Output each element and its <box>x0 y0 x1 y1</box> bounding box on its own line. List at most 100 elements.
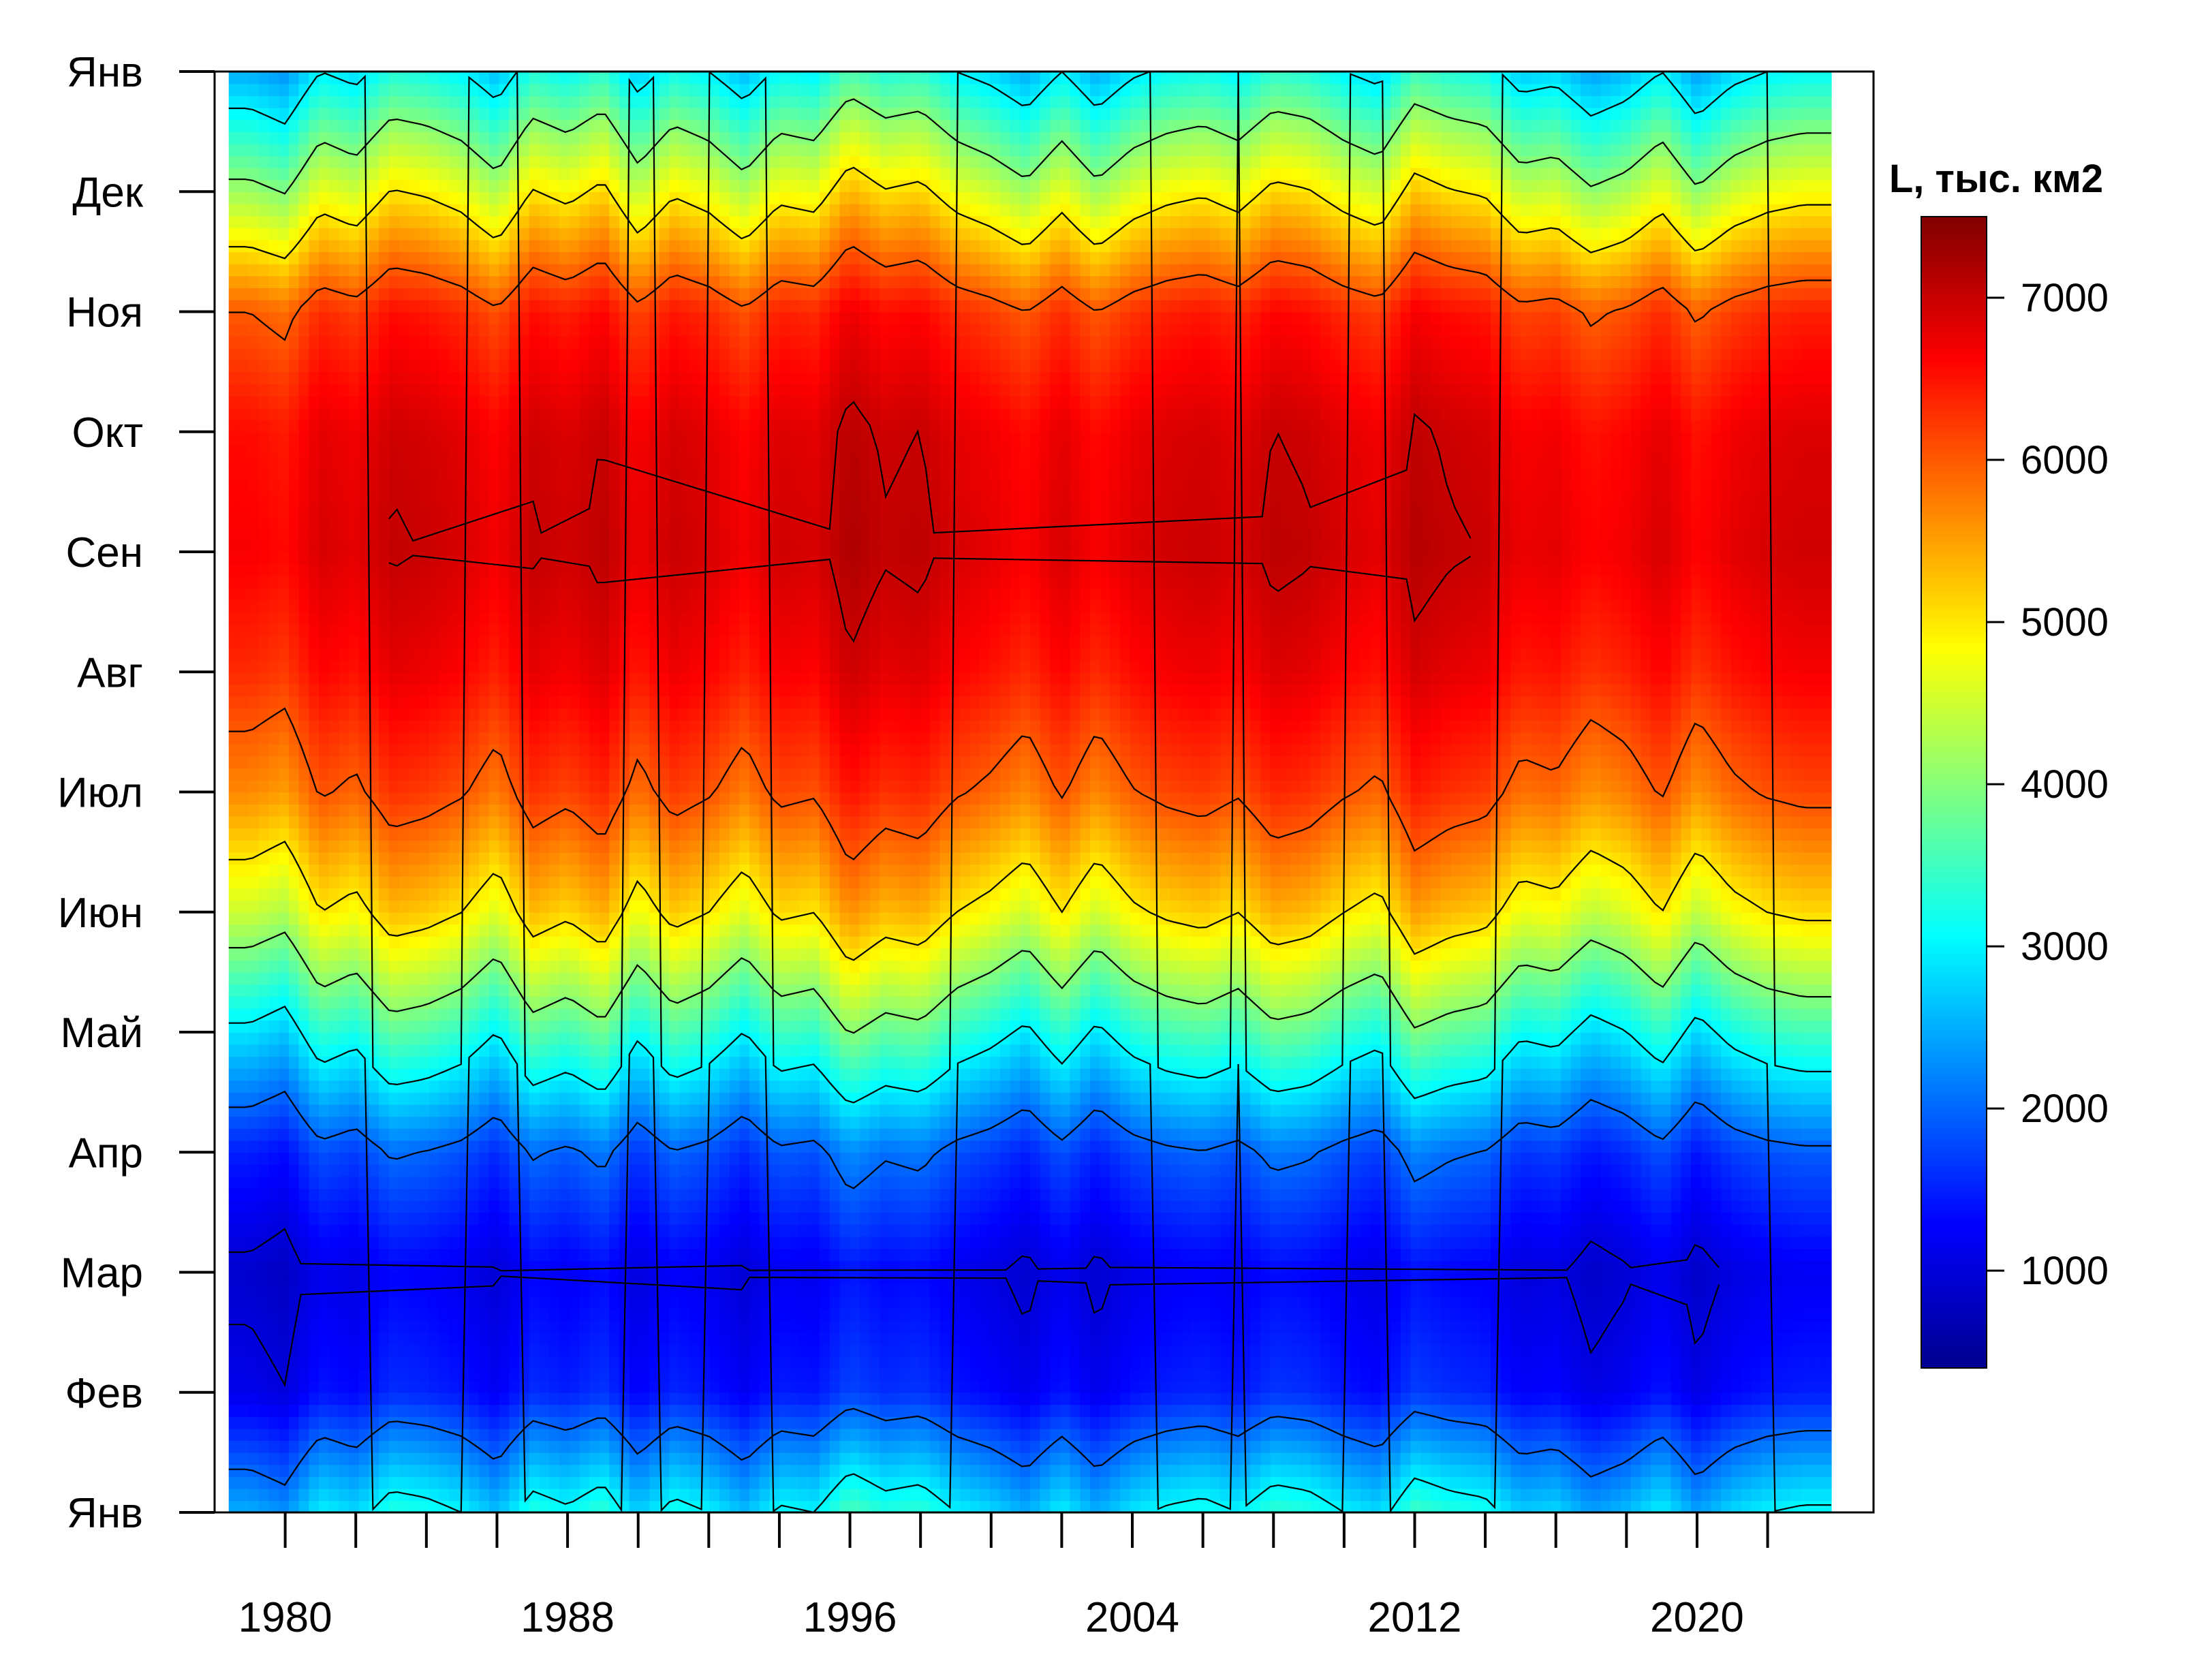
heatmap-cell <box>719 1200 730 1213</box>
heatmap-cell <box>669 1236 681 1249</box>
heatmap-cell <box>589 1320 600 1333</box>
heatmap-cell <box>839 1284 850 1297</box>
heatmap-cell <box>369 1500 380 1512</box>
heatmap-cell <box>519 1308 530 1321</box>
heatmap-cell <box>349 1212 360 1225</box>
heatmap-cell <box>1040 1212 1051 1225</box>
heatmap-cell <box>999 1428 1011 1442</box>
heatmap-cell <box>1440 1356 1451 1369</box>
heatmap-cell <box>479 1152 490 1165</box>
heatmap-cell <box>279 1200 290 1213</box>
heatmap-cell <box>759 1428 771 1442</box>
heatmap-cell <box>1560 1416 1572 1429</box>
heatmap-cell <box>739 1440 750 1453</box>
heatmap-cell <box>939 1476 950 1489</box>
heatmap-cell <box>889 1212 901 1225</box>
heatmap-cell <box>1811 1440 1822 1453</box>
heatmap-cell <box>1110 1260 1121 1273</box>
heatmap-cell <box>989 1488 1001 1502</box>
heatmap-cell <box>1280 1464 1291 1477</box>
heatmap-cell <box>1460 1440 1472 1453</box>
heatmap-cell <box>989 1404 1001 1417</box>
heatmap-cell <box>1120 1284 1131 1297</box>
heatmap-cell <box>899 1296 911 1309</box>
heatmap-cell <box>1110 1296 1121 1309</box>
heatmap-cell <box>579 1452 590 1465</box>
heatmap-cell <box>1120 1140 1131 1153</box>
heatmap-cell <box>1260 1440 1271 1453</box>
heatmap-cell <box>689 1356 700 1369</box>
heatmap-cell <box>1250 1488 1261 1502</box>
heatmap-cell <box>779 1392 790 1405</box>
heatmap-cell <box>1821 1188 1832 1201</box>
heatmap-cell <box>1330 1236 1341 1249</box>
heatmap-cell <box>339 1284 349 1297</box>
heatmap-cell <box>1651 1464 1662 1477</box>
heatmap-cell <box>1110 1272 1121 1285</box>
heatmap-cell <box>1460 1212 1472 1225</box>
heatmap-cell <box>1581 1452 1591 1465</box>
heatmap-cell <box>1641 1272 1652 1285</box>
heatmap-cell <box>1290 1284 1301 1297</box>
heatmap-cell <box>1801 1416 1812 1429</box>
heatmap-cell <box>1751 1476 1762 1489</box>
heatmap-cell <box>1340 1260 1351 1273</box>
heatmap-cell <box>1089 1392 1101 1405</box>
heatmap-cell <box>1190 1368 1201 1381</box>
heatmap-cell <box>419 1404 430 1417</box>
heatmap-cell <box>1721 1284 1732 1297</box>
heatmap-cell <box>1671 1140 1682 1153</box>
heatmap-cell <box>1300 1500 1311 1512</box>
heatmap-cell <box>238 1260 249 1273</box>
heatmap-cell <box>1300 1308 1311 1321</box>
heatmap-cell <box>1641 1140 1652 1153</box>
heatmap-cell <box>839 1344 850 1357</box>
heatmap-cell <box>820 1332 830 1345</box>
heatmap-cell <box>1370 1416 1382 1429</box>
heatmap-cell <box>469 1296 480 1309</box>
heatmap-cell <box>319 1176 330 1189</box>
heatmap-cell <box>429 1392 440 1405</box>
heatmap-cell <box>258 1224 270 1237</box>
heatmap-cell <box>910 1392 920 1405</box>
heatmap-cell <box>1290 1308 1301 1321</box>
heatmap-cell <box>1360 1332 1371 1345</box>
heatmap-cell <box>1040 1332 1051 1345</box>
heatmap-cell <box>799 1176 811 1189</box>
heatmap-cell <box>459 1452 470 1465</box>
heatmap-cell <box>1390 1356 1401 1369</box>
heatmap-cell <box>969 1356 981 1369</box>
heatmap-cell <box>850 1356 860 1369</box>
heatmap-cell <box>429 1320 440 1333</box>
heatmap-cell <box>1741 1500 1752 1512</box>
heatmap-cell <box>249 1476 260 1489</box>
heatmap-cell <box>449 1476 460 1489</box>
heatmap-cell <box>880 1152 890 1165</box>
heatmap-cell <box>449 1356 460 1369</box>
heatmap-cell <box>1491 1356 1502 1369</box>
heatmap-cell <box>1029 1320 1041 1333</box>
heatmap-cell <box>629 1212 640 1225</box>
heatmap-cell <box>599 1248 610 1261</box>
heatmap-cell <box>1180 1164 1191 1177</box>
heatmap-cell <box>1360 1452 1371 1465</box>
heatmap-cell <box>1581 1308 1591 1321</box>
heatmap-cell <box>449 1488 460 1502</box>
heatmap-cell <box>1540 1476 1552 1489</box>
heatmap-cell <box>339 1152 349 1165</box>
heatmap-cell <box>1581 1248 1591 1261</box>
heatmap-cell <box>609 1260 620 1273</box>
heatmap-cell <box>479 1236 490 1249</box>
heatmap-cell <box>1260 1344 1271 1357</box>
heatmap-cell <box>709 1368 720 1381</box>
heatmap-cell <box>1280 1236 1291 1249</box>
heatmap-cell <box>1630 1224 1642 1237</box>
heatmap-cell <box>839 1440 850 1453</box>
heatmap-cell <box>469 1140 480 1153</box>
heatmap-cell <box>1130 1392 1141 1405</box>
heatmap-cell <box>1751 1344 1762 1357</box>
heatmap-cell <box>619 1368 630 1381</box>
heatmap-cell <box>1470 1284 1482 1297</box>
heatmap-cell <box>920 1308 931 1321</box>
heatmap-cell <box>1410 1296 1421 1309</box>
